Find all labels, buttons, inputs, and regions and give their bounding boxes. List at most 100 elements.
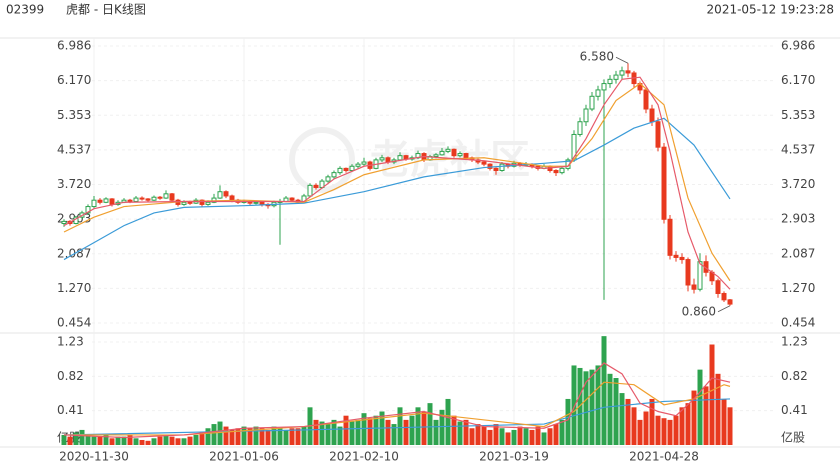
volume-bar	[367, 418, 373, 445]
candle-body	[103, 198, 109, 203]
volume-bar	[187, 436, 193, 445]
candle-body	[259, 201, 265, 205]
volume-bar	[631, 407, 637, 445]
volume-bar	[583, 371, 589, 445]
moving-average-line	[64, 381, 731, 436]
volume-bar	[361, 413, 367, 445]
volume-bar	[259, 428, 265, 445]
candle-body	[559, 167, 565, 174]
volume-bar	[97, 436, 103, 445]
volume-bar	[175, 438, 181, 445]
y-tick-label-right: 1.270	[781, 281, 815, 295]
volume-bar	[109, 438, 115, 445]
volume-bar	[613, 378, 619, 445]
y-tick-label: 0.41	[57, 403, 84, 417]
volume-bar	[499, 428, 505, 445]
volume-bar	[151, 438, 157, 445]
candle-body	[613, 74, 619, 80]
stock-code: 02399	[6, 3, 44, 17]
y-tick-label: 4.537	[57, 142, 91, 156]
y-tick-label: 0.454	[57, 316, 91, 330]
volume-bar	[487, 429, 493, 445]
candle-body	[721, 292, 727, 301]
volume-bar	[397, 407, 403, 445]
y-tick-label-right: 0.41	[781, 403, 808, 417]
candle-body	[577, 121, 583, 135]
candle-body	[619, 70, 625, 76]
y-tick-label-right: 5.353	[781, 108, 815, 122]
candle-body	[403, 155, 409, 160]
candle-body	[487, 163, 493, 169]
volume-bar	[115, 436, 121, 445]
volume-bar	[355, 419, 361, 445]
y-tick-label: 5.353	[57, 108, 91, 122]
moving-average-line	[63, 398, 731, 436]
y-tick-label-right: 0.454	[781, 316, 815, 330]
y-tick-label-right: 3.720	[781, 177, 815, 191]
volume-bar	[91, 436, 97, 445]
candle-body	[91, 199, 97, 208]
candle-body	[583, 108, 589, 123]
candle-body	[307, 184, 313, 197]
volume-bar	[619, 393, 625, 445]
candle-body	[499, 163, 505, 172]
volume-bar	[691, 390, 697, 445]
volume-bar	[169, 436, 175, 445]
volume-bar	[241, 426, 247, 445]
volume-bar	[301, 426, 307, 445]
volume-bar	[565, 398, 571, 445]
candle-body	[157, 196, 163, 199]
volume-bar	[133, 438, 139, 445]
candle-body	[361, 161, 367, 165]
candle-body	[151, 196, 157, 201]
volume-bar	[217, 421, 223, 445]
volume-bar	[505, 432, 511, 445]
candle-body	[253, 201, 259, 204]
candle-body	[685, 259, 691, 286]
y-tick-label-right: 6.170	[781, 73, 815, 87]
candle-body	[493, 167, 499, 172]
candle-body	[601, 83, 607, 91]
y-tick-label: 1.23	[57, 335, 84, 349]
volume-bar	[643, 411, 649, 445]
volume-bar	[589, 369, 595, 445]
timestamp: 2021-05-12 19:23:28	[707, 3, 834, 17]
volume-bar	[391, 424, 397, 445]
candle-body	[61, 220, 67, 225]
volume-bar	[709, 344, 715, 445]
volume-bar	[529, 429, 535, 445]
candle-body	[223, 191, 229, 197]
candle-body	[673, 254, 679, 258]
volume-bar	[193, 434, 199, 445]
volume-bar	[415, 407, 421, 445]
x-tick-label: 2021-03-19	[479, 450, 549, 464]
y-tick-label-right: 0.82	[781, 369, 808, 383]
volume-bar	[73, 432, 79, 445]
volume-bar	[595, 365, 601, 445]
volume-bar	[469, 428, 475, 445]
volume-bar	[421, 411, 427, 445]
moving-average-line	[63, 117, 731, 261]
volume-bar	[553, 424, 559, 445]
volume-bar	[277, 428, 283, 445]
candle-body	[289, 197, 295, 201]
annotation-leader	[717, 305, 731, 313]
candle-body	[655, 121, 661, 148]
volume-bar	[265, 429, 271, 445]
candle-body	[181, 201, 187, 205]
volume-bar	[127, 434, 133, 445]
candle-body	[187, 201, 193, 204]
volume-bar	[235, 428, 241, 445]
candle-body	[163, 193, 169, 199]
candle-body	[205, 201, 211, 205]
volume-bar	[559, 419, 565, 445]
volume-bar	[139, 439, 145, 445]
candle-body	[445, 148, 451, 152]
volume-bar	[685, 403, 691, 445]
candle-body	[199, 199, 205, 205]
x-tick-label: 2021-01-06	[209, 450, 279, 464]
volume-bar	[85, 434, 91, 445]
candle-body	[337, 167, 343, 174]
candle-body	[325, 176, 331, 182]
